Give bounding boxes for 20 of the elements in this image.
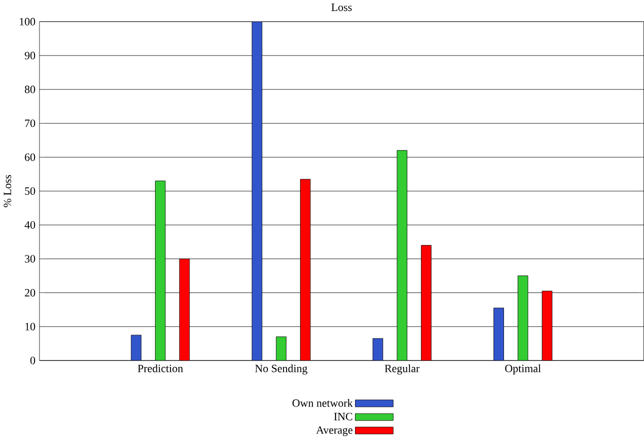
y-tick-label: 100 bbox=[20, 18, 36, 26]
x-tick-label: No Sending bbox=[255, 364, 308, 375]
legend-label: Own network bbox=[292, 399, 353, 407]
chart-title: Loss bbox=[331, 4, 352, 12]
y-tick-label: 20 bbox=[24, 289, 36, 297]
y-tick-label: 40 bbox=[24, 221, 36, 229]
y-tick-label: 30 bbox=[24, 255, 36, 263]
y-tick-label: 60 bbox=[24, 154, 36, 162]
y-tick-label: 70 bbox=[25, 120, 36, 128]
x-tick-label: Prediction bbox=[138, 364, 183, 372]
y-tick-label: 10 bbox=[25, 322, 36, 330]
y-tick-label: 0 bbox=[30, 356, 36, 364]
x-tick-label: Optimal bbox=[505, 364, 541, 375]
y-axis-title: % Loss bbox=[4, 175, 12, 208]
y-tick-label: 80 bbox=[24, 86, 36, 94]
legend-label: INC bbox=[334, 412, 352, 420]
y-tick-label: 50 bbox=[25, 187, 36, 195]
x-tick-label: Regular bbox=[384, 364, 420, 375]
y-tick-label: 90 bbox=[24, 52, 36, 60]
legend-label: Average bbox=[316, 426, 352, 436]
